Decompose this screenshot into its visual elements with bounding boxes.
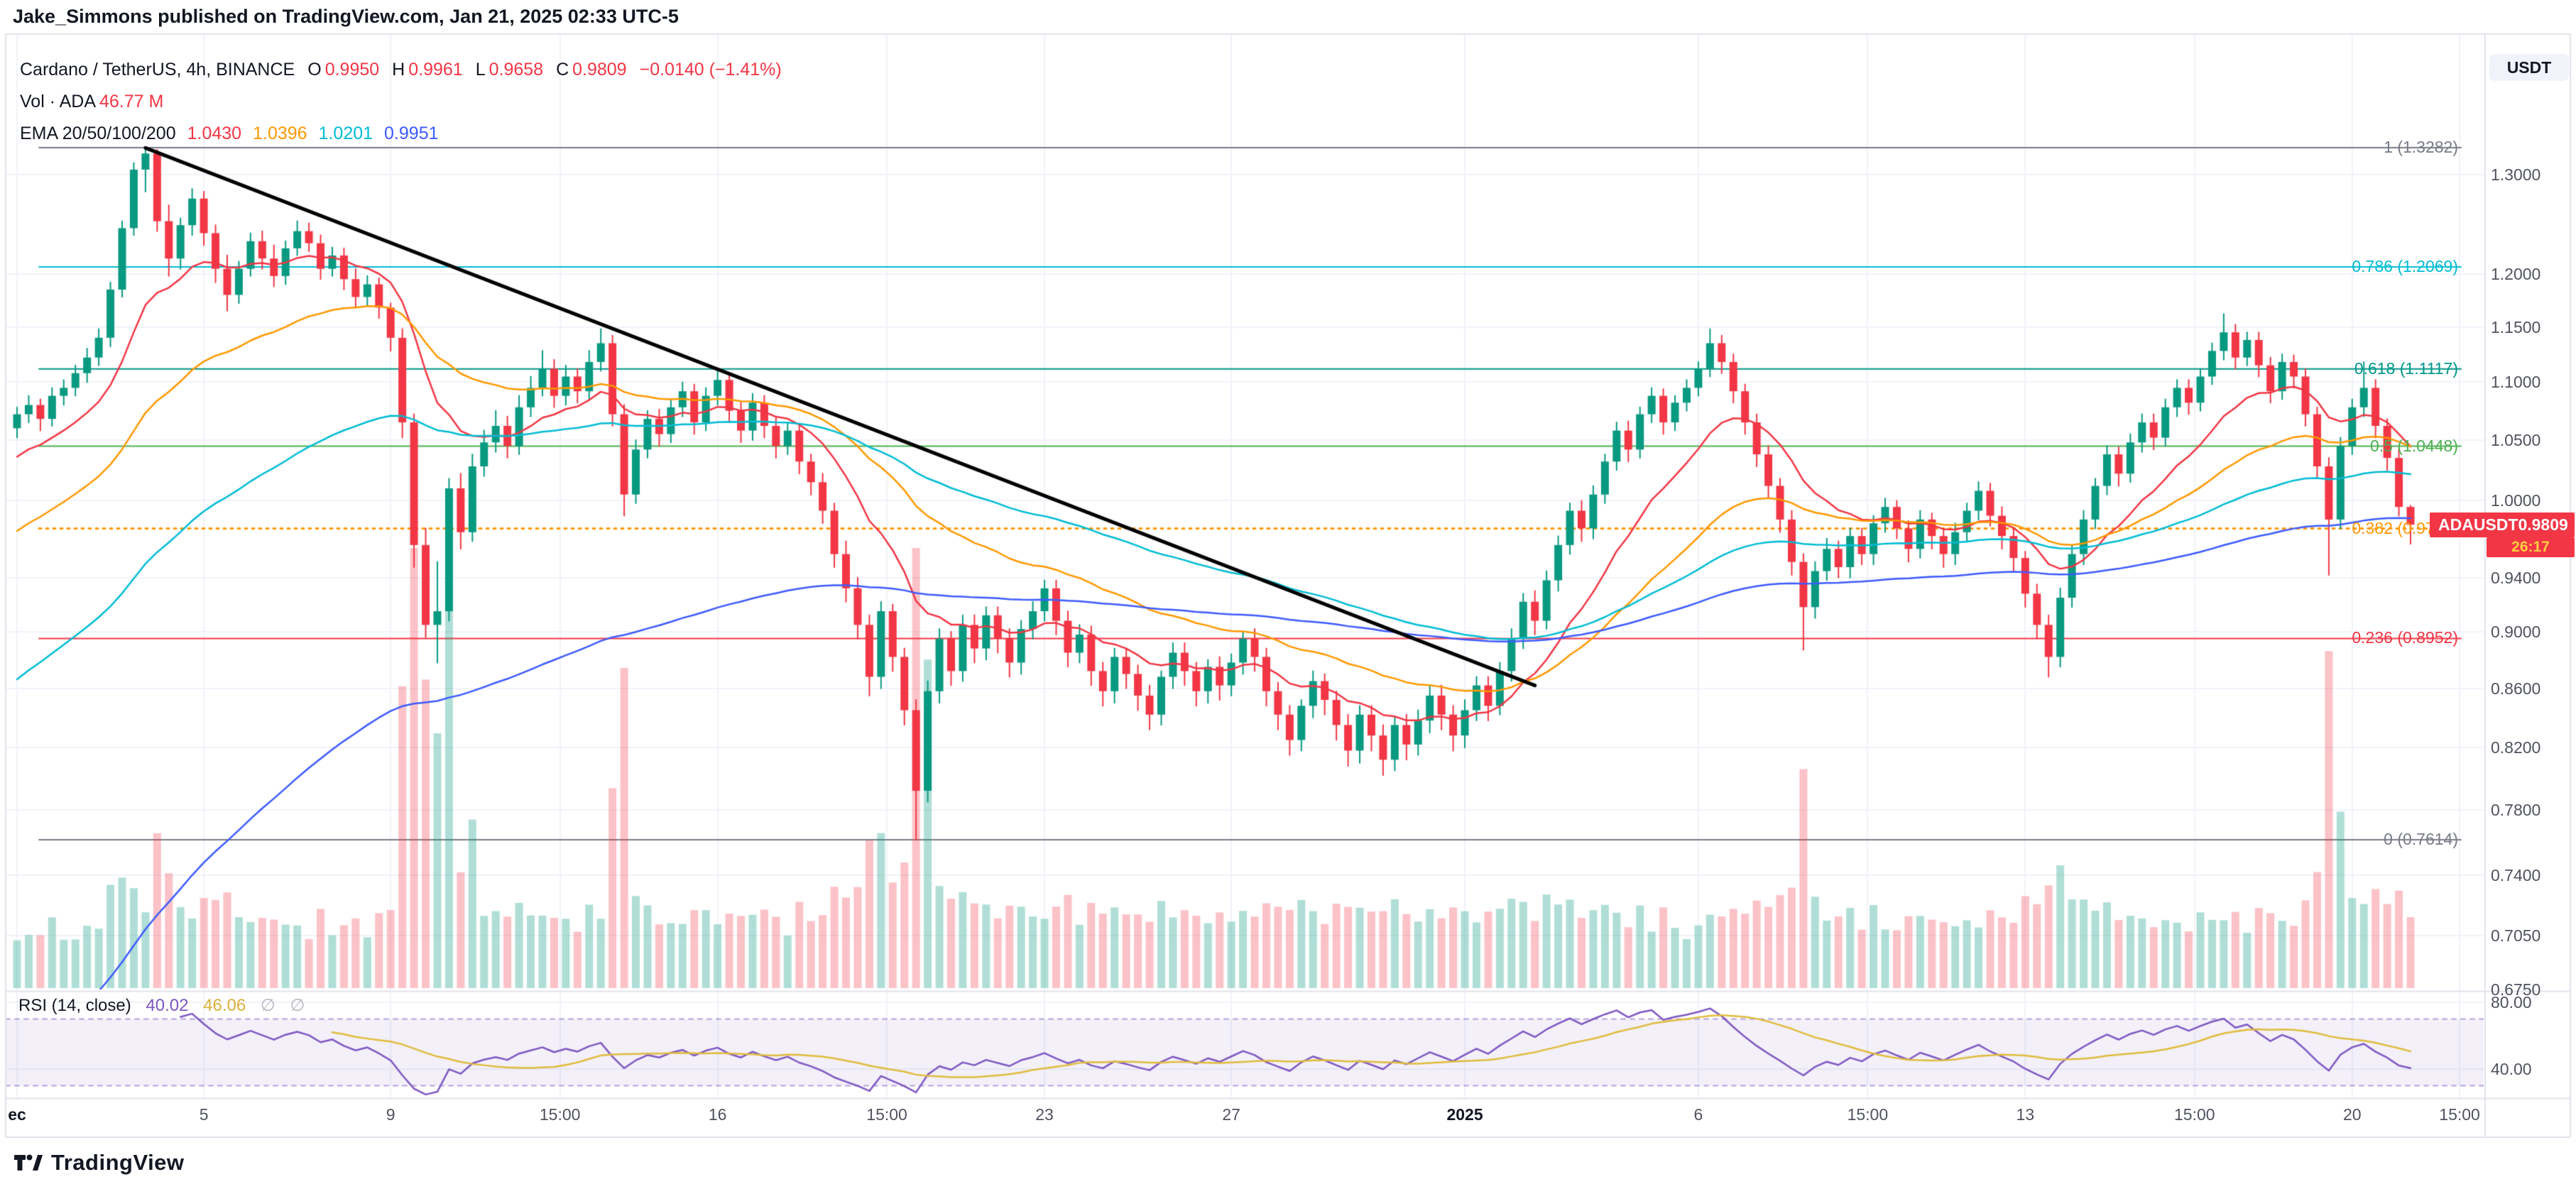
fib-level-label: 0 (0.7614) <box>2384 830 2458 849</box>
price-tag-symbol: ADAUSDT <box>2438 515 2518 534</box>
ohlc-letter: L <box>475 60 486 80</box>
rsi-legend-row[interactable]: RSI (14, close) 40.02 46.06 ∅ ∅ <box>18 995 305 1016</box>
time-scale-label: 15:00 <box>866 1105 907 1124</box>
price-scale-label: 1.2000 <box>2491 264 2541 283</box>
price-scale-label: 1.1500 <box>2491 317 2541 336</box>
volume-legend-row[interactable]: Vol · ADA 46.77 M <box>20 86 782 118</box>
ohlc-letter: O <box>307 60 322 80</box>
ema-value: 0.9951 <box>384 124 439 143</box>
ema-legend-row[interactable]: EMA 20/50/100/200 1.0430 1.0396 1.0201 0.99… <box>20 118 782 150</box>
ema-label: EMA 20/50/100/200 <box>20 124 176 143</box>
ema-values: 1.0430 1.0396 1.0201 0.9951 <box>176 124 439 144</box>
price-scale-label: 0.7800 <box>2491 800 2541 819</box>
price-tag-price: 0.9809 <box>2518 515 2568 534</box>
ema-value: 1.0430 <box>187 124 242 143</box>
price-scale-label: 1.1000 <box>2491 373 2541 392</box>
time-scale-label: ec <box>8 1105 26 1124</box>
time-scale-label: 15:00 <box>2174 1105 2215 1124</box>
fib-level-label: 0.618 (1.1117) <box>2354 358 2458 378</box>
bar-countdown: 26:17 <box>2487 537 2575 557</box>
fib-level-label: 0.5 (1.0448) <box>2369 436 2458 455</box>
currency-toggle-button[interactable]: USDT <box>2489 54 2569 81</box>
price-scale-label: 0.9000 <box>2491 623 2541 641</box>
legend-panel: Cardano / TetherUS, 4h, BINANCE O 0.9950 H… <box>20 54 782 150</box>
ohlc-value: 0.9961 <box>408 60 463 80</box>
tradingview-footer-link[interactable]: TradingView <box>14 1150 185 1176</box>
time-scale-label: 9 <box>386 1105 395 1124</box>
time-scale-label: 13 <box>2016 1105 2035 1124</box>
tradingview-logo-icon <box>14 1154 43 1171</box>
price-scale-label: 0.9400 <box>2491 568 2541 587</box>
fib-level-label: 1 (1.3282) <box>2384 138 2458 157</box>
time-scale-label: 6 <box>1693 1105 1703 1124</box>
price-scale-label: 0.8200 <box>2491 738 2541 757</box>
price-scale-label: 1.0000 <box>2491 491 2541 510</box>
price-scale-label: 1.0500 <box>2491 430 2541 449</box>
ema-value: 1.0201 <box>318 124 373 143</box>
rsi-lower-band-empty-icon: ∅ <box>290 996 305 1015</box>
price-scale-label: 1.3000 <box>2491 165 2541 184</box>
change-value: −0.0140 (−1.41%) <box>639 60 782 80</box>
time-scale-label: 16 <box>708 1105 727 1124</box>
rsi-scale-label: 80.00 <box>2491 993 2532 1012</box>
time-scale-label: 15:00 <box>2439 1105 2480 1124</box>
rsi-ma-value: 46.06 <box>203 996 246 1015</box>
ohlc-values: O 0.9950 H 0.9961 L 0.9658 C 0.9809 <box>295 60 626 80</box>
fib-level-label: 0.236 (0.8952) <box>2352 628 2458 647</box>
time-scale-label: 15:00 <box>1847 1105 1889 1124</box>
ema-value: 1.0396 <box>253 124 307 143</box>
tradingview-wordmark: TradingView <box>51 1150 185 1175</box>
time-scale-label: 27 <box>1222 1105 1240 1124</box>
ohlc-value: 0.9658 <box>489 60 544 80</box>
attribution: Jake_Simmons published on TradingView.co… <box>13 6 679 27</box>
time-scale-label: 20 <box>2342 1105 2362 1124</box>
volume-label: Vol · ADA <box>20 92 96 111</box>
price-scale-label: 0.7050 <box>2491 926 2541 945</box>
price-scale-label: 0.6750 <box>2491 980 2541 999</box>
price-scale-label: 0.7400 <box>2491 865 2541 884</box>
ohlc-value: 0.9809 <box>572 60 627 80</box>
time-scale-label: 2025 <box>1446 1105 1483 1124</box>
fib-level-label: 0.786 (1.2069) <box>2352 256 2458 275</box>
rsi-upper-band-empty-icon: ∅ <box>260 996 275 1015</box>
last-price-tag: ADAUSDT 0.9809 <box>2430 513 2575 537</box>
rsi-scale-label: 40.00 <box>2491 1060 2532 1078</box>
volume-value: 46.77 M <box>99 92 164 111</box>
symbol-legend-row[interactable]: Cardano / TetherUS, 4h, BINANCE O 0.9950 H… <box>20 54 782 86</box>
price-scale-label: 0.8600 <box>2491 679 2541 698</box>
ohlc-value: 0.9950 <box>324 60 380 80</box>
time-scale-label: 23 <box>1035 1105 1054 1124</box>
ohlc-letter: H <box>392 60 405 80</box>
time-scale-label: 15:00 <box>539 1105 581 1124</box>
rsi-label: RSI (14, close) <box>18 996 131 1015</box>
ohlc-letter: C <box>556 60 569 80</box>
symbol-title: Cardano / TetherUS, 4h, BINANCE <box>20 60 295 80</box>
rsi-value: 40.02 <box>146 996 189 1015</box>
time-scale-label: 5 <box>199 1105 209 1124</box>
